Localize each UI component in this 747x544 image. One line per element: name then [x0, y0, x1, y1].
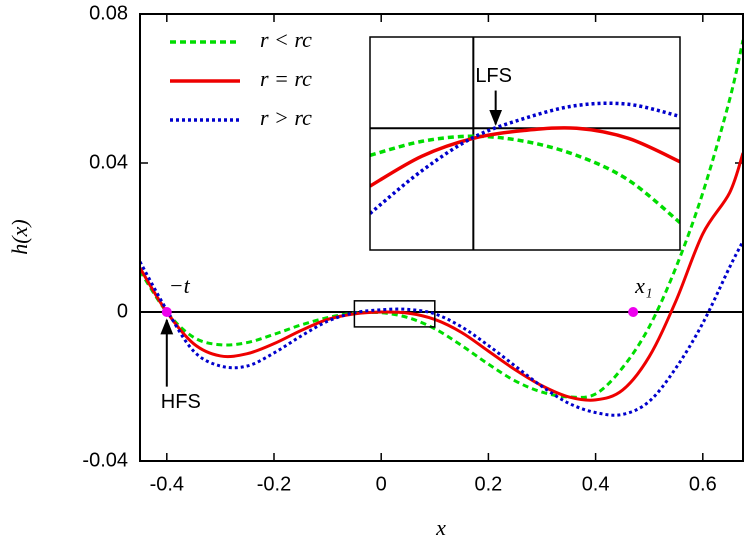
x-tick-label: -0.2 — [257, 473, 291, 495]
x-tick-label: 0.4 — [582, 473, 610, 495]
legend-label: r = rc — [260, 66, 312, 91]
series-line — [370, 126, 680, 188]
annotation: HFS — [161, 391, 201, 413]
x-tick-label: 0.2 — [474, 473, 502, 495]
y-axis-label: h(x) — [7, 219, 32, 254]
point — [161, 307, 172, 317]
series-group — [370, 101, 680, 224]
x-tick-label: 0 — [376, 473, 387, 495]
series-line — [370, 134, 680, 224]
series-line — [370, 101, 680, 215]
series-line — [140, 240, 743, 417]
x-axis-label: x — [435, 515, 446, 540]
x-tick-label: 0.6 — [689, 473, 717, 495]
y-tick-label: 0 — [117, 300, 128, 322]
series-group — [140, 39, 743, 417]
inset-bg — [370, 37, 680, 250]
zoom-box — [353, 300, 436, 328]
point-label: x₁ — [634, 273, 652, 298]
point — [628, 307, 639, 317]
x-tick-label: -0.4 — [150, 473, 184, 495]
series-line — [140, 152, 743, 402]
y-tick-label: 0.04 — [89, 151, 128, 173]
annotation: LFS — [475, 65, 512, 87]
y-tick-label: -0.04 — [82, 449, 128, 471]
y-tick-label: 0.08 — [89, 2, 128, 24]
inset-frame — [369, 36, 681, 251]
legend-label: r > rc — [260, 105, 312, 130]
plot-frame — [139, 13, 744, 462]
legend-label: r < rc — [260, 27, 312, 52]
series-line — [140, 39, 743, 399]
point-label: −t — [169, 273, 191, 298]
